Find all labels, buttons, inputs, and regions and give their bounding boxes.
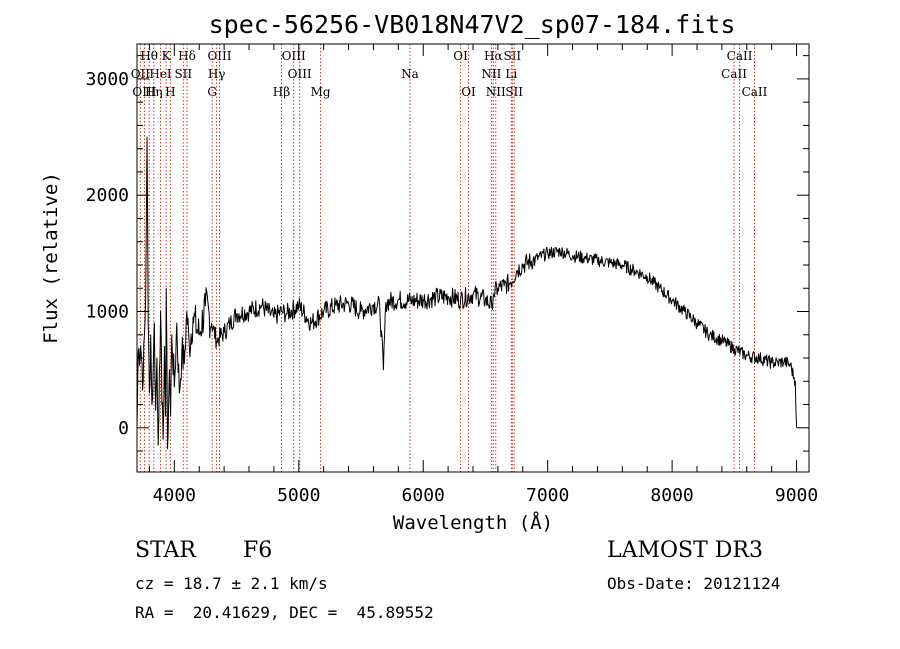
x-tick-label: 6000 — [402, 485, 445, 506]
spectral-line-label: NII — [481, 67, 501, 81]
x-tick-label: 8000 — [650, 485, 693, 506]
chart-title: spec-56256-VB018N47V2_sp07-184.fits — [209, 10, 736, 39]
x-tick-label: 4000 — [153, 485, 196, 506]
obs-date: Obs-Date: 20121124 — [607, 574, 781, 593]
y-tick-label: 0 — [118, 418, 129, 439]
spectral-line-label: OIII — [207, 49, 231, 63]
spectral-line-label: Hβ — [273, 85, 290, 99]
spectrum-series — [136, 136, 798, 450]
x-tick-label: 5000 — [277, 485, 320, 506]
spectral-line-label: OIII — [282, 49, 306, 63]
spectral-line-label: SII — [174, 67, 192, 81]
y-tick-label: 3000 — [86, 69, 129, 90]
spectral-line-label: OIII — [288, 67, 312, 81]
spectral-line-label: G — [207, 85, 217, 99]
spectral-line-label: HeI — [149, 67, 172, 81]
x-axis-ticks: 4000 5000 6000 7000 8000 9000 — [148, 44, 818, 506]
spectral-line-label: OI — [461, 85, 476, 99]
spectral-line-label: Mg — [311, 85, 331, 99]
spectral-line-label: OI — [453, 49, 468, 63]
spectral-line-label: CaII — [742, 85, 768, 99]
y-tick-label: 2000 — [86, 185, 129, 206]
spectral-line-label: NII — [486, 85, 506, 99]
spectral-line-label: Hη — [145, 85, 163, 99]
spectral-line-label: Na — [401, 67, 419, 81]
spectral-line-label: CaII — [721, 67, 747, 81]
x-tick-label: 9000 — [775, 485, 818, 506]
y-axis-ticks: 0 1000 2000 3000 — [86, 55, 809, 452]
spectral-line-label: Hγ — [208, 67, 226, 81]
x-tick-label: 7000 — [526, 485, 569, 506]
spectral-line-label: SII — [503, 49, 521, 63]
spectral-line-label: Hδ — [178, 49, 196, 63]
y-tick-label: 1000 — [86, 302, 129, 323]
spectral-line-label: SII — [505, 85, 523, 99]
redshift-text: cz = 18.7 ± 2.1 km/s — [135, 574, 328, 593]
spectral-line-label: Li — [505, 67, 517, 81]
spectral-line-label: OII — [131, 67, 151, 81]
spectral-line-label: K — [162, 49, 172, 63]
y-axis-label: Flux (relative) — [40, 172, 62, 344]
object-type: STAR — [135, 538, 196, 563]
spectral-line-label: CaII — [727, 49, 753, 63]
object-subclass: F6 — [243, 538, 273, 563]
spectral-line-label: Hα — [484, 49, 503, 63]
coordinates: RA = 20.41629, DEC = 45.89552 — [135, 603, 434, 622]
plot-frame — [136, 43, 810, 473]
spectral-line-label: OIII — [132, 85, 156, 99]
x-axis-label: Wavelength (Å) — [393, 511, 553, 534]
survey-name: LAMOST DR3 — [607, 538, 763, 563]
spectrum-line — [136, 136, 798, 450]
spectral-line-label: H — [165, 85, 175, 99]
